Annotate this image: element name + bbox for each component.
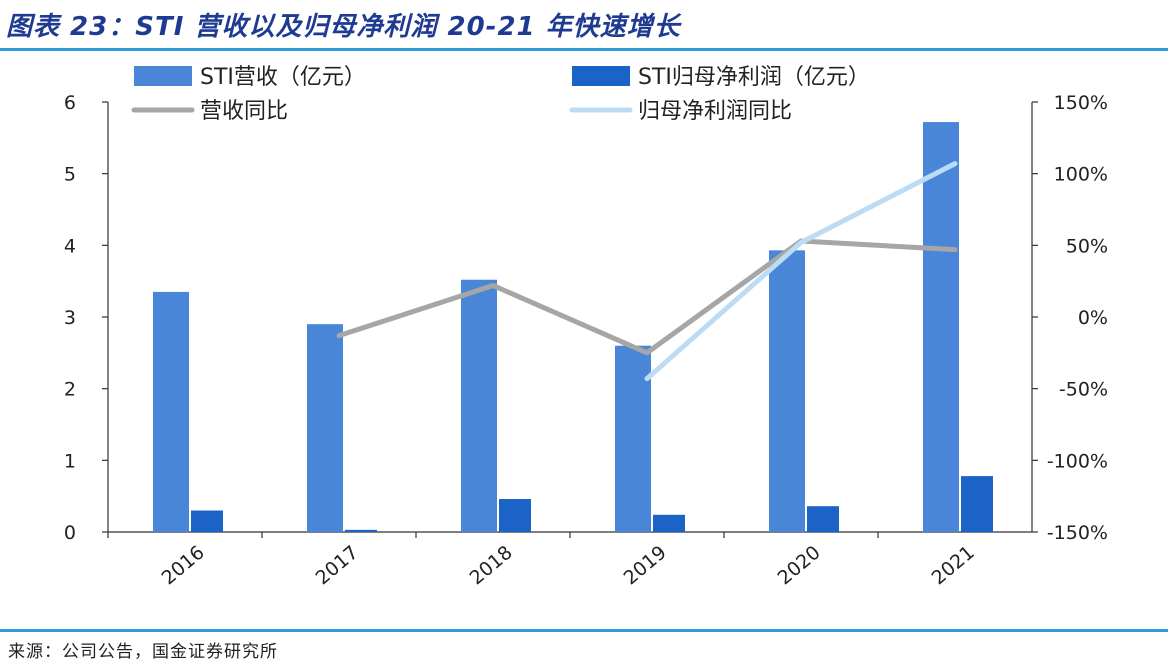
- x-tick-label: 2021: [928, 541, 979, 589]
- x-tick-label: 2019: [620, 541, 671, 589]
- net-profit-bar: [961, 476, 993, 532]
- legend-label: STI归母净利润（亿元）: [638, 65, 870, 90]
- legend: STI营收（亿元） STI归母净利润（亿元） 营收同比 归母净利润同比: [131, 65, 870, 124]
- net-profit-bar: [345, 529, 377, 532]
- legend-label: 营收同比: [200, 99, 288, 124]
- net-profit-yoy-line: [644, 161, 958, 382]
- y-left-tick-label: 6: [64, 92, 76, 114]
- footer-divider: [0, 629, 1168, 632]
- legend-label: 归母净利润同比: [638, 99, 792, 124]
- y-left-tick-label: 0: [64, 522, 76, 544]
- figure-title: 图表 23：STI 营收以及归母净利润 20-21 年快速增长: [6, 12, 681, 42]
- y-right-tick-label: -150%: [1047, 522, 1108, 544]
- y-right-tick-label: 0%: [1078, 307, 1108, 329]
- y-left-tick-label: 4: [64, 235, 76, 257]
- x-tick-label: 2016: [158, 541, 209, 589]
- y-left-tick-label: 5: [64, 164, 76, 186]
- combo-chart: STI营收（亿元） STI归母净利润（亿元） 营收同比 归母净利润同比 0 1 2 3 4 5 6…: [64, 65, 1108, 589]
- lines: [336, 161, 958, 382]
- net-profit-bar: [191, 510, 223, 532]
- legend-swatch-bar: [134, 66, 192, 86]
- revenue-bar: [307, 324, 343, 532]
- y-left-tick-label: 2: [64, 379, 76, 401]
- axes: 0 1 2 3 4 5 6 -150% -100% -50% 0% 50% 100% 150% 2016 20…: [64, 92, 1108, 589]
- x-tick-label: 2017: [312, 541, 363, 589]
- y-right-tick-label: 50%: [1066, 235, 1108, 257]
- y-left-tick-label: 1: [64, 450, 76, 472]
- revenue-bar: [769, 250, 805, 532]
- x-tick-label: 2020: [774, 541, 825, 589]
- x-tick-label: 2018: [466, 541, 517, 589]
- net-profit-bar: [807, 506, 839, 532]
- bars: [153, 122, 993, 533]
- revenue-yoy-line: [336, 238, 958, 356]
- title-divider: [0, 48, 1168, 51]
- revenue-bar: [461, 279, 497, 532]
- source-note: 来源：公司公告，国金证券研究所: [8, 642, 278, 662]
- revenue-bar: [153, 291, 189, 532]
- net-profit-bar: [653, 514, 685, 532]
- net-profit-bar: [499, 499, 531, 532]
- revenue-bar: [615, 345, 651, 532]
- y-right-tick-label: 100%: [1054, 164, 1108, 186]
- y-right-tick-label: -50%: [1059, 379, 1108, 401]
- legend-swatch-bar: [572, 66, 630, 86]
- y-right-tick-label: 150%: [1054, 92, 1108, 114]
- y-left-tick-label: 3: [64, 307, 76, 329]
- legend-label: STI营收（亿元）: [200, 65, 366, 90]
- revenue-bar: [923, 122, 959, 533]
- y-right-tick-label: -100%: [1047, 450, 1108, 472]
